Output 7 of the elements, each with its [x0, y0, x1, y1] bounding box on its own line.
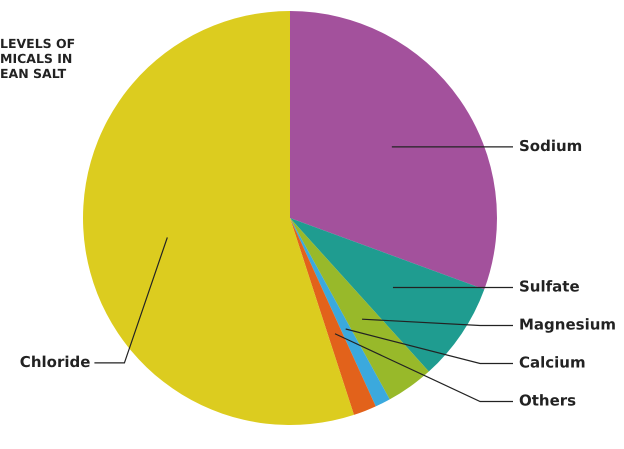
slice-label: Magnesium — [519, 315, 616, 334]
slice-label: Chloride — [20, 352, 90, 371]
slice-label: Others — [519, 391, 576, 410]
slice-label: Sodium — [519, 136, 582, 155]
text: LEVELS OF MICALS IN EAN SALT — [0, 36, 76, 81]
slice-label: Calcium — [519, 353, 586, 372]
slice-label: Sulfate — [519, 277, 580, 296]
